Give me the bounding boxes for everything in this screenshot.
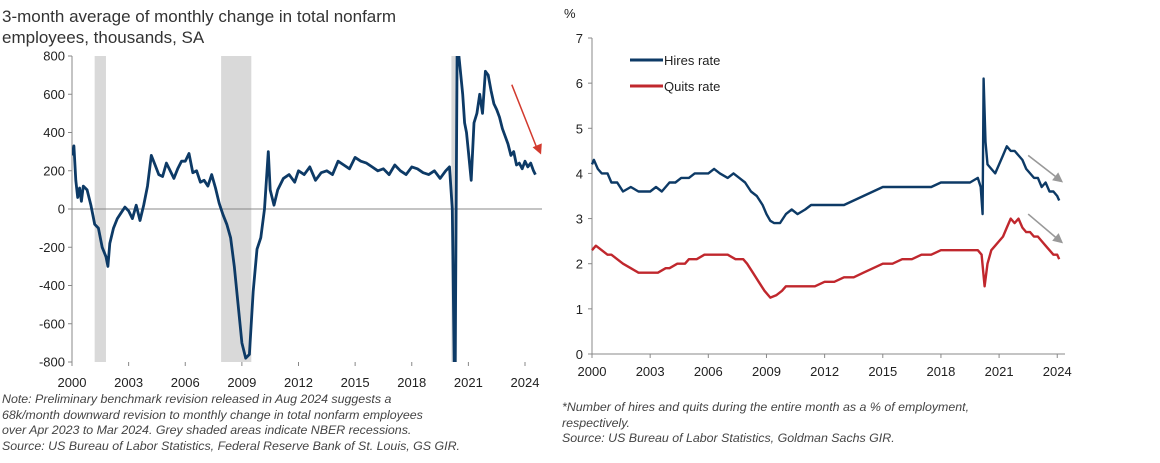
right-x-tick-label: 2015 <box>868 364 897 379</box>
left-y-tick-label: -800 <box>39 355 65 370</box>
right-note-line-2: respectively. <box>562 415 630 430</box>
left-x-tick-label: 2006 <box>171 375 200 390</box>
right-note-line-1: *Number of hires and quits during the en… <box>562 400 970 414</box>
left-chart-panel: 3-month average of monthly change in tot… <box>0 0 560 463</box>
right-x-tick-label: 2012 <box>810 364 839 379</box>
right-y-unit-label: % <box>564 6 576 21</box>
left-chart-title: 3-month average of monthly change in tot… <box>2 6 557 48</box>
left-y-tick-label: -400 <box>39 278 65 293</box>
right-y-tick-label: 3 <box>576 212 583 227</box>
right-x-tick-label: 2009 <box>752 364 781 379</box>
left-title-line-2: employees, thousands, SA <box>2 28 205 47</box>
quits-trend-arrowhead <box>1052 233 1064 244</box>
right-x-tick-label: 2024 <box>1043 364 1072 379</box>
left-y-tick-label: -200 <box>39 240 65 255</box>
left-y-tick-label: 0 <box>58 202 65 217</box>
right-x-tick-label: 2006 <box>694 364 723 379</box>
left-y-tick-label: 800 <box>43 49 65 64</box>
right-x-tick-label: 2003 <box>636 364 665 379</box>
right-note-line-3: Source: US Bureau of Labor Statistics, G… <box>562 431 895 445</box>
left-x-tick-label: 2000 <box>58 375 87 390</box>
hires-trend-arrowhead <box>1052 172 1064 183</box>
left-x-tick-label: 2015 <box>341 375 370 390</box>
left-note-line-2: 68k/month downward revision to monthly c… <box>2 407 423 422</box>
right-y-tick-label: 6 <box>576 76 583 91</box>
right-y-tick-label: 7 <box>576 31 583 46</box>
left-note-line-3: over Apr 2023 to Mar 2024. Grey shaded a… <box>2 423 412 437</box>
right-chart-panel: % 7 6 5 4 3 2 1 0 2000 2003 2006 2009 2012 2015 2018 202… <box>560 0 1160 463</box>
left-y-tick-label: 200 <box>43 163 65 178</box>
left-note-line-1: Note: Preliminary benchmark revision rel… <box>2 392 392 406</box>
payrolls-trend-arrow <box>511 84 538 149</box>
left-x-tick-label: 2018 <box>397 375 426 390</box>
left-y-tick-label: 600 <box>43 87 65 102</box>
right-y-tick-label: 4 <box>576 166 583 181</box>
quits-trend-arrow <box>1027 213 1059 241</box>
payrolls-trend-arrowhead <box>532 143 542 155</box>
payrolls-series-line <box>72 56 537 362</box>
left-note-line-4: Source: US Bureau of Labor Statistics, F… <box>2 438 460 453</box>
hires-rate-line <box>590 77 1061 225</box>
left-x-tick-label: 2021 <box>454 375 483 390</box>
left-x-tick-label: 2003 <box>114 375 143 390</box>
left-x-tick-label: 2009 <box>227 375 256 390</box>
legend-label-quits: Quits rate <box>664 79 720 94</box>
right-x-tick-label: 2021 <box>985 364 1014 379</box>
left-chart-note: Note: Preliminary benchmark revision rel… <box>2 392 557 454</box>
right-y-tick-label: 1 <box>576 302 583 317</box>
left-y-tick-label: 400 <box>43 125 65 140</box>
left-title-line-1: 3-month average of monthly change in tot… <box>2 7 397 26</box>
legend-label-hires: Hires rate <box>664 53 720 68</box>
right-x-tick-label: 2018 <box>926 364 955 379</box>
right-x-tick-label: 2000 <box>578 364 607 379</box>
right-y-tick-label: 2 <box>576 257 583 272</box>
left-x-tick-label: 2012 <box>284 375 313 390</box>
right-y-tick-label: 5 <box>576 121 583 136</box>
quits-rate-line <box>591 217 1061 299</box>
right-chart-note: *Number of hires and quits during the en… <box>562 400 1152 447</box>
hires-quits-chart: %7 6 5 4 3 2 1 0 2000 2003 2006 2009 2012 2015 2018 202… <box>564 6 1072 379</box>
right-y-tick-label: 0 <box>576 347 583 362</box>
left-y-tick-label: -600 <box>39 316 65 331</box>
left-x-tick-label: 2024 <box>511 375 540 390</box>
hires-trend-arrow <box>1027 154 1059 180</box>
